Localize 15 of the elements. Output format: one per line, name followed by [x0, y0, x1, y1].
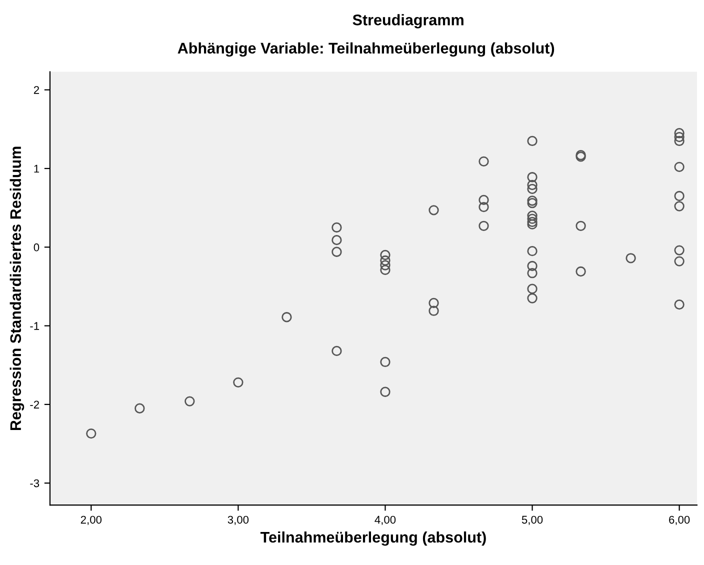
x-tick-label: 5,00	[522, 516, 543, 525]
y-axis-title: Regression Standardisiertes Residuum	[10, 146, 24, 430]
x-tick-label: 4,00	[374, 516, 396, 525]
y-tick-label: -2	[30, 400, 40, 408]
y-tick-label: 1	[34, 164, 40, 173]
x-axis-title: Teilnahmeüberlegung (absolut)	[260, 531, 486, 546]
x-tick-label: 3,00	[228, 516, 249, 525]
y-tick-label: 2	[34, 86, 40, 94]
y-tick-label: 0	[34, 243, 40, 252]
y-tick-label: -1	[30, 322, 40, 330]
chart-subtitle: Abhängige Variable: Teilnahmeüberlegung (absolut)	[178, 42, 554, 57]
y-tick-label: -3	[30, 479, 40, 488]
x-tick-label: 2,00	[80, 516, 102, 525]
x-tick-label: 6,00	[669, 516, 690, 525]
chart-title: Streudiagramm	[352, 14, 464, 28]
